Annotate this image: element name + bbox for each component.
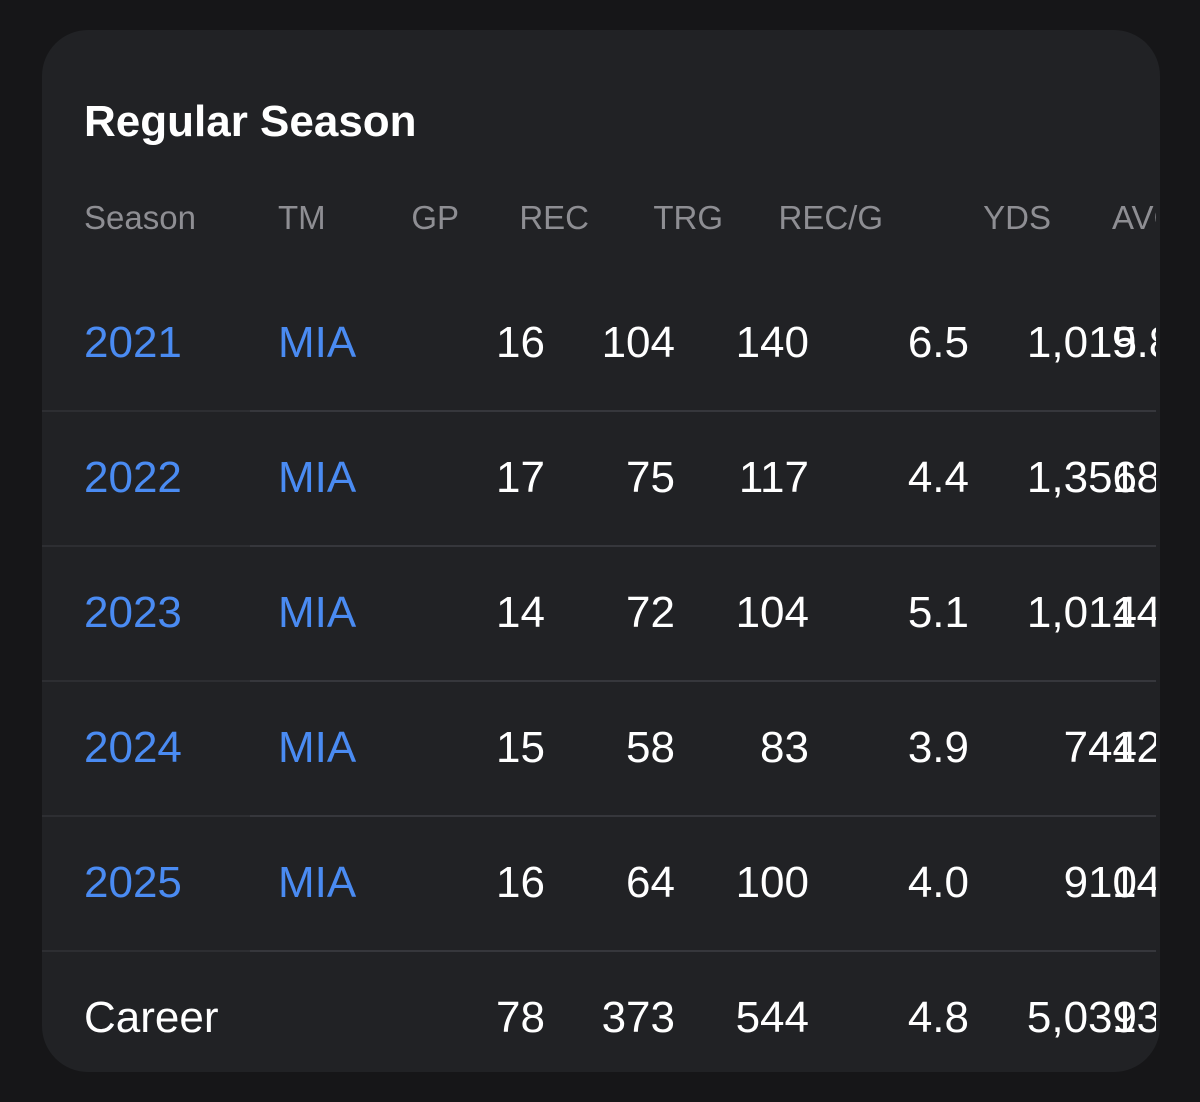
rec-per-game-value: 3.9: [907, 723, 969, 772]
table-row: 2024 MIA 15 58 83 3.9 744 12.8: [42, 681, 1156, 817]
avg-value: 14.1: [1112, 588, 1156, 637]
column-header-rec-per-game[interactable]: REC/G: [778, 199, 883, 236]
team-link[interactable]: MIA: [278, 318, 357, 367]
column-header-yds[interactable]: YDS: [983, 199, 1051, 236]
gp-value: 16: [496, 318, 545, 367]
trg-value: 83: [760, 723, 809, 772]
row-divider-accent: [250, 815, 1156, 817]
section-title: Regular Season: [84, 97, 417, 146]
rec-value: 104: [601, 318, 675, 367]
table-row: 2025 MIA 16 64 100 4.0 910 14.2: [42, 816, 1156, 952]
table-row: 2021 MIA 16 104 140 6.5 1,015 9.8: [42, 276, 1156, 412]
rec-per-game-value: 4.4: [907, 453, 969, 502]
gp-value: 78: [496, 993, 545, 1042]
rec-value: 58: [626, 723, 675, 772]
row-divider-accent: [250, 680, 1156, 682]
column-header-rec[interactable]: REC: [519, 199, 589, 236]
avg-value: 14.2: [1112, 858, 1156, 907]
gp-value: 15: [496, 723, 545, 772]
gp-value: 17: [496, 453, 545, 502]
team-link[interactable]: MIA: [278, 723, 357, 772]
rec-per-game-value: 6.5: [907, 318, 969, 367]
avg-value: 13.5: [1112, 993, 1156, 1042]
rec-value: 72: [626, 588, 675, 637]
yds-value: 1,015: [1026, 318, 1137, 367]
row-divider-accent: [250, 545, 1156, 547]
avg-value: 9.8: [1112, 318, 1156, 367]
table-row: 2022 MIA 17 75 117 4.4 1,356 18.1: [42, 411, 1156, 547]
column-header-season[interactable]: Season: [84, 199, 196, 236]
season-link[interactable]: 2022: [84, 453, 182, 502]
season-link[interactable]: 2023: [84, 588, 182, 637]
rec-per-game-value: 4.0: [907, 858, 969, 907]
regular-season-card: Regular Season Season TM GP REC TRG REC/…: [42, 30, 1160, 1072]
column-header-gp[interactable]: GP: [411, 199, 459, 236]
career-label: Career: [84, 993, 219, 1042]
row-divider-accent: [250, 950, 1156, 952]
trg-value: 104: [735, 588, 809, 637]
gp-value: 16: [496, 858, 545, 907]
stats-table[interactable]: Season TM GP REC TRG REC/G YDS AVG 2021 …: [42, 160, 1156, 1072]
rec-per-game-value: 4.8: [907, 993, 969, 1042]
career-row: Career 78 373 544 4.8 5,039 13.5: [42, 951, 1156, 1072]
yds-value: 744: [1063, 723, 1137, 772]
yds-value: 910: [1063, 858, 1137, 907]
trg-value: 140: [735, 318, 809, 367]
column-header-trg[interactable]: TRG: [653, 199, 723, 236]
yds-value: 1,014: [1026, 588, 1137, 637]
rec-per-game-value: 5.1: [907, 588, 969, 637]
trg-value: 544: [735, 993, 809, 1042]
season-link[interactable]: 2021: [84, 318, 182, 367]
column-header-avg[interactable]: AVG: [1112, 199, 1156, 236]
yds-value: 5,039: [1026, 993, 1137, 1042]
team-link[interactable]: MIA: [278, 858, 357, 907]
season-link[interactable]: 2024: [84, 723, 182, 772]
row-divider-accent: [250, 410, 1156, 412]
table-row: 2023 MIA 14 72 104 5.1 1,014 14.1: [42, 546, 1156, 682]
team-link[interactable]: MIA: [278, 588, 357, 637]
rec-value: 373: [601, 993, 675, 1042]
rec-value: 64: [626, 858, 675, 907]
column-header-team[interactable]: TM: [278, 199, 326, 236]
yds-value: 1,356: [1026, 453, 1137, 502]
trg-value: 117: [738, 453, 809, 502]
rec-value: 75: [626, 453, 675, 502]
trg-value: 100: [735, 858, 809, 907]
avg-value: 18.1: [1112, 453, 1156, 502]
gp-value: 14: [496, 588, 545, 637]
avg-value: 12.8: [1112, 723, 1156, 772]
season-link[interactable]: 2025: [84, 858, 182, 907]
team-link[interactable]: MIA: [278, 453, 357, 502]
